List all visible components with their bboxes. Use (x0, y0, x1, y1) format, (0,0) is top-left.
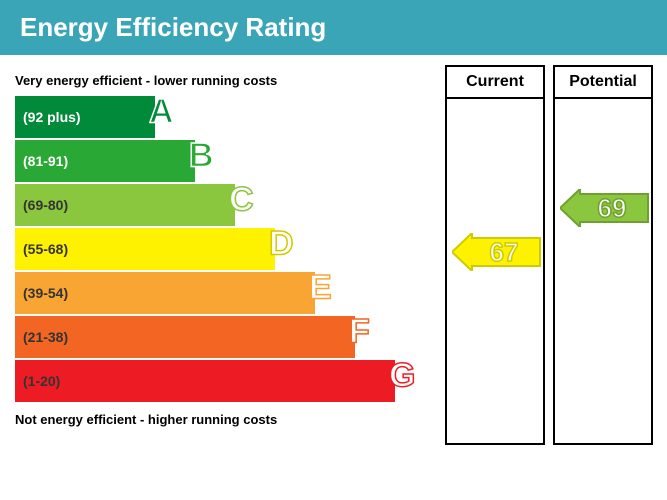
band-range: (55-68) (15, 241, 68, 257)
band-range: (1-20) (15, 373, 60, 389)
potential-column: Potential 69 (553, 65, 653, 445)
band-e: (39-54)E (15, 272, 315, 314)
arrow-icon: 69 (560, 189, 650, 227)
potential-header: Potential (555, 67, 651, 99)
band-letter: G (389, 357, 429, 406)
caption-top: Very energy efficient - lower running co… (15, 65, 425, 96)
svg-text:D: D (269, 225, 294, 263)
svg-text:C: C (229, 181, 254, 219)
title-text: Energy Efficiency Rating (20, 12, 326, 42)
band-letter: C (229, 181, 269, 230)
svg-text:69: 69 (598, 193, 627, 223)
band-range: (81-91) (15, 153, 68, 169)
rating-bands-column: Very energy efficient - lower running co… (15, 65, 425, 445)
band-letter: E (309, 269, 349, 318)
band-range: (92 plus) (15, 109, 81, 125)
svg-text:G: G (389, 357, 415, 395)
band-g: (1-20)G (15, 360, 395, 402)
current-column: Current 67 (445, 65, 545, 445)
band-letter: B (189, 137, 229, 186)
current-header: Current (447, 67, 543, 99)
title-header: Energy Efficiency Rating (0, 0, 667, 55)
band-range: (21-38) (15, 329, 68, 345)
caption-bottom: Not energy efficient - higher running co… (15, 404, 425, 435)
band-letter: A (149, 93, 189, 142)
band-f: (21-38)F (15, 316, 355, 358)
value-columns: Current 67 Potential 69 (445, 65, 661, 445)
bands-container: (92 plus)A(81-91)B(69-80)C(55-68)D(39-54… (15, 96, 425, 404)
potential-marker: 69 (560, 189, 650, 227)
arrow-icon: 67 (452, 233, 542, 271)
potential-body: 69 (555, 99, 651, 443)
band-b: (81-91)B (15, 140, 195, 182)
band-letter: F (349, 313, 389, 362)
band-range: (69-80) (15, 197, 68, 213)
band-a: (92 plus)A (15, 96, 155, 138)
band-letter: D (269, 225, 309, 274)
current-marker: 67 (452, 233, 542, 271)
svg-text:F: F (349, 313, 370, 351)
band-d: (55-68)D (15, 228, 275, 270)
band-c: (69-80)C (15, 184, 235, 226)
svg-text:67: 67 (490, 237, 519, 267)
svg-text:A: A (149, 93, 174, 131)
svg-text:B: B (189, 137, 214, 175)
band-range: (39-54) (15, 285, 68, 301)
svg-text:E: E (309, 269, 332, 307)
current-body: 67 (447, 99, 543, 443)
content: Very energy efficient - lower running co… (0, 55, 667, 445)
